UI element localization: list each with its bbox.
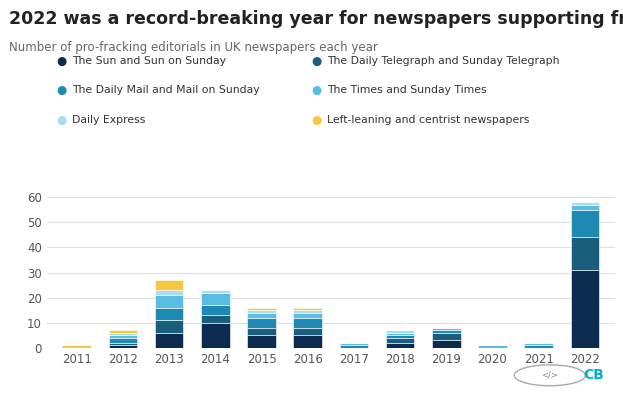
Bar <box>201 293 230 305</box>
Bar <box>247 313 276 318</box>
Bar <box>201 305 230 315</box>
Bar <box>247 308 276 310</box>
Bar <box>432 333 460 340</box>
Text: The Daily Telegraph and Sunday Telegraph: The Daily Telegraph and Sunday Telegraph <box>327 56 559 66</box>
Bar <box>108 335 137 338</box>
Text: ●: ● <box>312 54 321 68</box>
Bar <box>247 328 276 335</box>
Text: 2022 was a record-breaking year for newspapers supporting fracking: 2022 was a record-breaking year for news… <box>9 10 623 28</box>
Bar <box>155 295 183 308</box>
Text: ●: ● <box>56 54 66 68</box>
Bar <box>247 335 276 348</box>
Bar <box>386 333 414 335</box>
Bar <box>340 343 368 345</box>
Text: CB: CB <box>583 368 604 382</box>
Bar <box>62 345 91 348</box>
Bar <box>293 310 322 313</box>
Bar <box>432 330 460 333</box>
Bar <box>293 313 322 318</box>
Bar <box>293 335 322 348</box>
Bar <box>571 202 599 205</box>
Text: ●: ● <box>312 113 321 127</box>
Bar <box>386 335 414 338</box>
Bar <box>293 308 322 310</box>
Bar <box>201 323 230 348</box>
Bar <box>155 320 183 333</box>
Bar <box>247 310 276 313</box>
Text: ●: ● <box>312 84 321 97</box>
Text: The Daily Mail and Mail on Sunday: The Daily Mail and Mail on Sunday <box>72 85 259 95</box>
Text: ●: ● <box>56 84 66 97</box>
Text: Number of pro-fracking editorials in UK newspapers each year: Number of pro-fracking editorials in UK … <box>9 41 378 54</box>
Bar <box>293 318 322 328</box>
Text: Left-leaning and centrist newspapers: Left-leaning and centrist newspapers <box>327 115 530 125</box>
Bar <box>108 330 137 333</box>
Bar <box>571 210 599 237</box>
Bar <box>478 345 506 348</box>
Bar <box>340 345 368 348</box>
Bar <box>571 205 599 210</box>
Bar <box>571 237 599 270</box>
Bar <box>386 338 414 343</box>
Bar <box>247 318 276 328</box>
Bar <box>108 333 137 335</box>
Bar <box>201 290 230 293</box>
Bar <box>525 345 553 348</box>
Bar <box>108 345 137 348</box>
Text: The Times and Sunday Times: The Times and Sunday Times <box>327 85 487 95</box>
Text: </>: </> <box>541 371 558 380</box>
Text: Daily Express: Daily Express <box>72 115 145 125</box>
Text: ●: ● <box>56 113 66 127</box>
Bar <box>201 315 230 323</box>
Bar <box>155 290 183 295</box>
Bar <box>386 343 414 348</box>
Bar <box>571 270 599 348</box>
Bar <box>155 280 183 290</box>
Bar <box>386 330 414 333</box>
Bar <box>525 343 553 345</box>
Bar <box>155 333 183 348</box>
Bar <box>293 328 322 335</box>
Bar <box>108 343 137 345</box>
Bar <box>432 328 460 330</box>
Bar <box>155 308 183 320</box>
Bar <box>432 340 460 348</box>
Text: The Sun and Sun on Sunday: The Sun and Sun on Sunday <box>72 56 226 66</box>
Bar <box>108 338 137 343</box>
